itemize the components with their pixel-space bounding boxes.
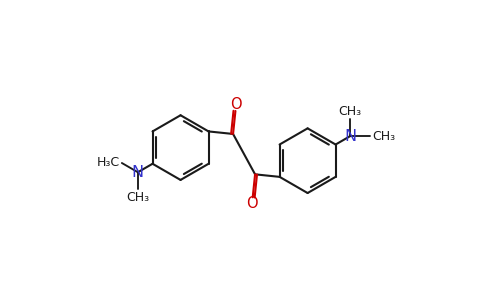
Text: O: O (246, 196, 258, 211)
Text: CH₃: CH₃ (339, 105, 362, 118)
Text: O: O (230, 97, 242, 112)
Text: N: N (132, 165, 144, 180)
Text: CH₃: CH₃ (126, 191, 149, 204)
Text: CH₃: CH₃ (372, 129, 396, 143)
Text: N: N (344, 129, 356, 144)
Text: H₃C: H₃C (97, 156, 120, 170)
